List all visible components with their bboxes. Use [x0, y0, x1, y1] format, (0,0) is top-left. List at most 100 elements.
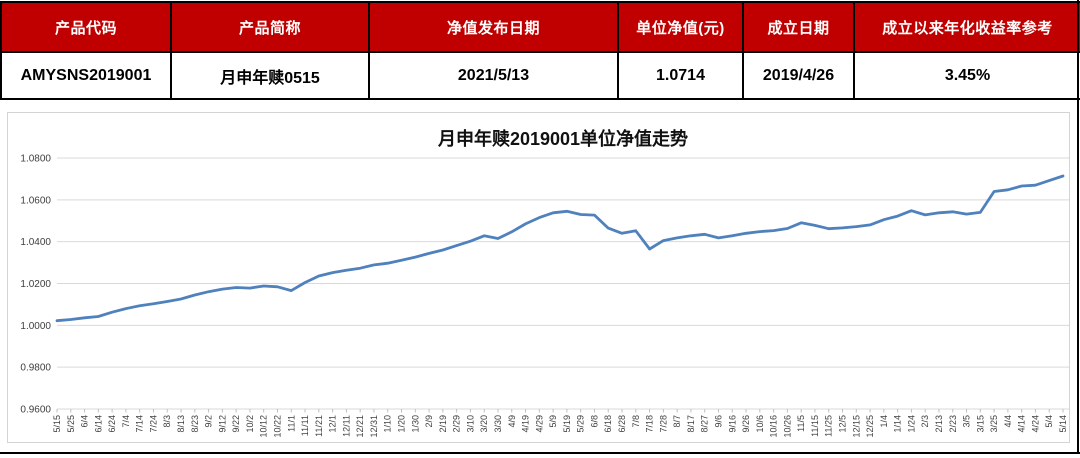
x-tick-label: 8/3 [162, 415, 172, 428]
x-tick-label: 6/24 [107, 415, 117, 433]
table-header-row: 产品代码 产品简称 净值发布日期 单位净值(元) 成立日期 成立以来年化收益率参考 [0, 1, 1080, 53]
x-tick-label: 5/19 [562, 415, 572, 433]
x-tick-label: 5/14 [1058, 415, 1068, 433]
column-header-2: 净值发布日期 [368, 1, 619, 53]
x-tick-label: 8/27 [700, 415, 710, 433]
x-tick-label: 7/28 [658, 415, 668, 433]
x-tick-label: 5/25 [66, 415, 76, 433]
x-tick-label: 9/16 [727, 415, 737, 433]
x-tick-label: 9/26 [741, 415, 751, 433]
y-tick-label: 0.9800 [20, 363, 51, 374]
x-tick-label: 3/25 [989, 415, 999, 433]
x-tick-label: 3/15 [975, 415, 985, 433]
x-tick-label: 10/2 [245, 415, 255, 433]
x-tick-label: 10/16 [769, 415, 779, 438]
column-value-1: 月申年赎0515 [170, 51, 370, 100]
net-value-line-chart: 1.0800 1.0600 1.0400 1.0200 1.0000 0.9800 0.96… [20, 154, 1069, 438]
x-tick-label: 7/8 [631, 415, 641, 428]
net-value-series-line [55, 174, 1065, 323]
x-tick-label: 4/4 [1003, 415, 1013, 428]
y-axis-labels: 1.0800 1.0600 1.0400 1.0200 1.0000 0.9800 0.96… [20, 154, 51, 416]
y-tick-label: 1.0200 [20, 279, 51, 290]
column-value-0: AMYSNS2019001 [0, 51, 172, 100]
x-tick-label: 3/10 [465, 415, 475, 433]
table-value-row: AMYSNS2019001 月申年赎0515 2021/5/13 1.0714 2019… [0, 51, 1080, 100]
column-value-3: 1.0714 [617, 51, 744, 100]
chart-title: 月申年赎2019001单位净值走势 [437, 129, 689, 149]
x-tick-label: 6/8 [589, 415, 599, 428]
x-tick-label: 3/30 [493, 415, 503, 433]
x-tick-label: 7/24 [148, 415, 158, 433]
x-tick-label: 8/17 [686, 415, 696, 433]
x-tick-label: 7/4 [121, 415, 131, 428]
x-tick-label: 6/18 [603, 415, 613, 433]
x-tick-label: 10/26 [782, 415, 792, 438]
sheet-right-border [1077, 0, 1079, 454]
x-tick-label: 11/21 [314, 415, 324, 437]
x-tick-label: 8/7 [672, 415, 682, 428]
x-tick-label: 2/19 [438, 415, 448, 433]
x-tick-label: 8/13 [176, 415, 186, 433]
y-tick-label: 0.9600 [20, 405, 51, 416]
y-tick-label: 1.0400 [20, 237, 51, 248]
column-header-0: 产品代码 [0, 1, 172, 53]
x-tick-label: 12/21 [355, 415, 365, 438]
x-tick-label: 4/24 [1030, 415, 1040, 433]
x-tick-label: 6/4 [80, 415, 90, 428]
column-header-5: 成立以来年化收益率参考 [853, 1, 1080, 53]
x-tick-label: 12/15 [851, 415, 861, 438]
x-tick-label: 1/20 [397, 415, 407, 433]
x-tick-label: 4/14 [1017, 415, 1027, 433]
x-tick-label: 10/12 [259, 415, 269, 438]
x-tick-label: 7/14 [135, 415, 145, 433]
x-tick-label: 6/28 [617, 415, 627, 433]
x-tick-label: 12/31 [369, 415, 379, 438]
x-tick-label: 2/29 [452, 415, 462, 433]
x-tick-label: 9/22 [231, 415, 241, 433]
x-tick-label: 4/29 [534, 415, 544, 433]
x-tick-label: 12/1 [328, 415, 338, 433]
column-header-1: 产品简称 [170, 1, 370, 53]
x-tick-label: 11/1 [286, 415, 296, 432]
x-tick-label: 2/13 [934, 415, 944, 433]
x-tick-label: 1/30 [410, 415, 420, 433]
column-header-3: 单位净值(元) [617, 1, 744, 53]
x-tick-label: 9/6 [713, 415, 723, 428]
x-tick-label: 3/20 [479, 415, 489, 433]
column-header-4: 成立日期 [742, 1, 855, 53]
x-tick-label: 2/9 [424, 415, 434, 428]
x-tick-label: 11/11 [300, 415, 310, 436]
x-tick-label: 1/14 [893, 415, 903, 433]
x-tick-label: 1/4 [879, 415, 889, 428]
sheet-bottom-border [0, 452, 1080, 454]
x-tick-label: 8/23 [190, 415, 200, 433]
column-value-2: 2021/5/13 [368, 51, 619, 100]
x-tick-label: 10/6 [755, 415, 765, 433]
y-tick-label: 1.0800 [20, 154, 51, 165]
x-tick-label: 12/11 [341, 415, 351, 437]
product-info-table: 产品代码 产品简称 净值发布日期 单位净值(元) 成立日期 成立以来年化收益率参考 AMY… [0, 1, 1080, 100]
x-tick-label: 3/5 [962, 415, 972, 428]
x-tick-label: 6/14 [93, 415, 103, 433]
x-tick-label: 12/5 [838, 415, 848, 433]
y-tick-label: 1.0000 [20, 321, 51, 332]
x-tick-label: 5/15 [52, 415, 62, 433]
x-tick-label: 10/22 [272, 415, 282, 438]
net-value-chart-panel: 月申年赎2019001单位净值走势 1.0800 1.0600 1.0400 1.02… [7, 112, 1070, 443]
x-tick-label: 2/3 [920, 415, 930, 428]
x-tick-label: 11/25 [824, 415, 834, 437]
x-tick-label: 11/5 [796, 415, 806, 432]
column-value-5: 3.45% [853, 51, 1080, 100]
x-tick-label: 5/9 [548, 415, 558, 428]
y-tick-label: 1.0600 [20, 195, 51, 206]
column-value-4: 2019/4/26 [742, 51, 855, 100]
x-tick-label: 4/9 [507, 415, 517, 428]
x-tick-label: 1/10 [383, 415, 393, 433]
x-tick-label: 9/2 [204, 415, 214, 428]
x-tick-label: 1/24 [906, 415, 916, 433]
x-tick-label: 2/23 [948, 415, 958, 433]
x-axis-labels: 5/15 5/25 6/4 6/14 6/24 7/4 7/14 7/24 8/3 8/13 8/2… [52, 409, 1068, 438]
x-tick-label: 12/25 [865, 415, 875, 438]
gridlines [57, 157, 1069, 410]
